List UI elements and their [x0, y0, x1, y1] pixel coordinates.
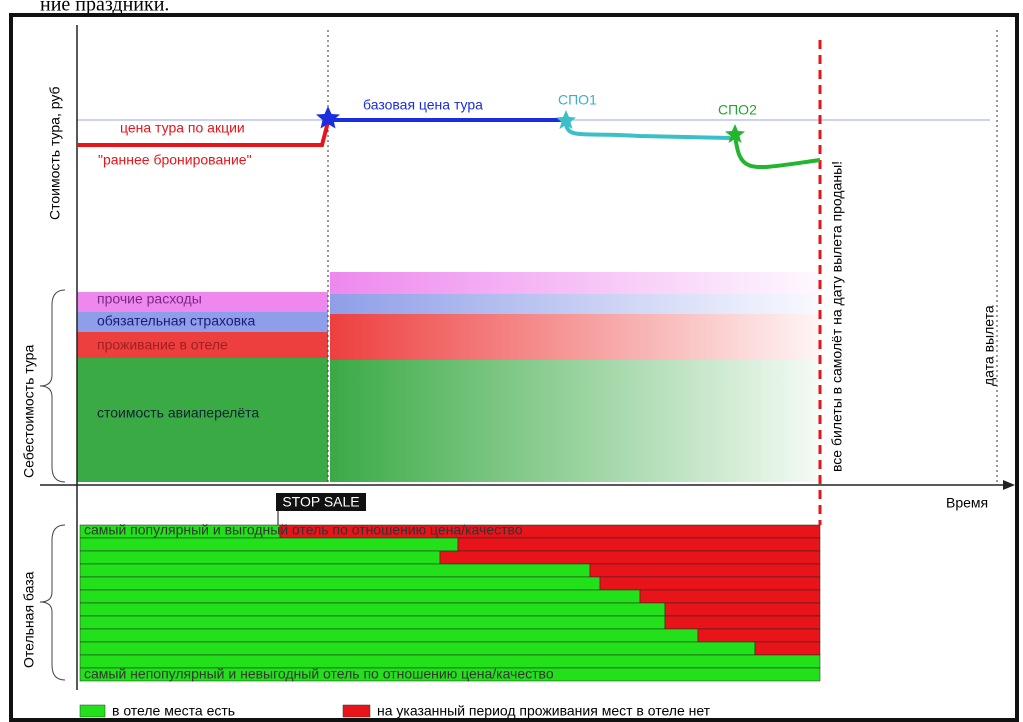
header-fragment: ние праздники. — [40, 0, 169, 16]
hotel-row — [79, 641, 756, 656]
hotel-row — [79, 615, 666, 630]
hotel-note: самый непопулярный и невыгодный отель по… — [84, 666, 554, 682]
legend-label: на указанный период проживания мест в от… — [377, 703, 711, 719]
axis-label: Себестоимость тура — [21, 345, 37, 478]
hotel-rows — [79, 524, 821, 682]
spo1-price — [563, 119, 731, 140]
hotel-row — [79, 576, 601, 591]
hotel-row — [79, 602, 666, 617]
price-label: СПО1 — [558, 92, 597, 108]
hotel-row — [79, 550, 441, 565]
promo-price — [77, 121, 330, 147]
price-label: цена тура по акции — [120, 120, 245, 136]
stop-sale: STOP SALE — [282, 494, 359, 510]
hotel-row — [599, 576, 821, 591]
hotel-row — [754, 641, 821, 656]
hotel-row — [697, 628, 821, 643]
hotel-note: самый популярный и выгодный отель по отн… — [84, 522, 523, 538]
star — [316, 106, 340, 129]
axis-label: Отельная база — [21, 571, 37, 668]
cost-blocks — [77, 272, 820, 482]
axis-label: Стоимость тура, руб — [47, 86, 63, 220]
star — [725, 124, 745, 143]
price-label: "раннее бронирование" — [98, 152, 252, 168]
legend-swatch — [79, 704, 106, 718]
hotel-row — [79, 628, 699, 643]
hotel-row — [664, 615, 821, 630]
axis-arrow — [1003, 480, 1015, 490]
brace — [39, 289, 66, 483]
axis-label: Время — [946, 495, 988, 511]
hotel-row — [79, 563, 591, 578]
price-label: базовая цена тура — [363, 97, 483, 113]
hotel-row — [79, 537, 459, 552]
cost-item: проживание в отеле — [97, 337, 228, 353]
legend-label: в отеле места есть — [112, 703, 235, 719]
cost-item: прочие расходы — [97, 291, 202, 307]
star — [556, 110, 576, 129]
spo2-price — [733, 134, 821, 170]
departure-label: дата вылета — [981, 305, 997, 386]
legend-swatch — [342, 704, 371, 718]
hotel-row — [664, 602, 821, 617]
hotel-row — [79, 667, 821, 682]
price-label: СПО2 — [718, 102, 757, 118]
hotel-row — [639, 589, 821, 604]
hotel-row — [457, 537, 821, 552]
hotel-row — [79, 589, 641, 604]
hotel-row — [439, 550, 821, 565]
brace — [39, 524, 66, 681]
stop-sale-box — [276, 493, 366, 511]
cost-item: стоимость авиаперелёта — [97, 405, 259, 421]
cost-item: обязательная страховка — [97, 313, 255, 329]
hotel-row — [589, 563, 821, 578]
sold-out-label: все билеты в самолёт на дату вылета прод… — [829, 161, 845, 472]
